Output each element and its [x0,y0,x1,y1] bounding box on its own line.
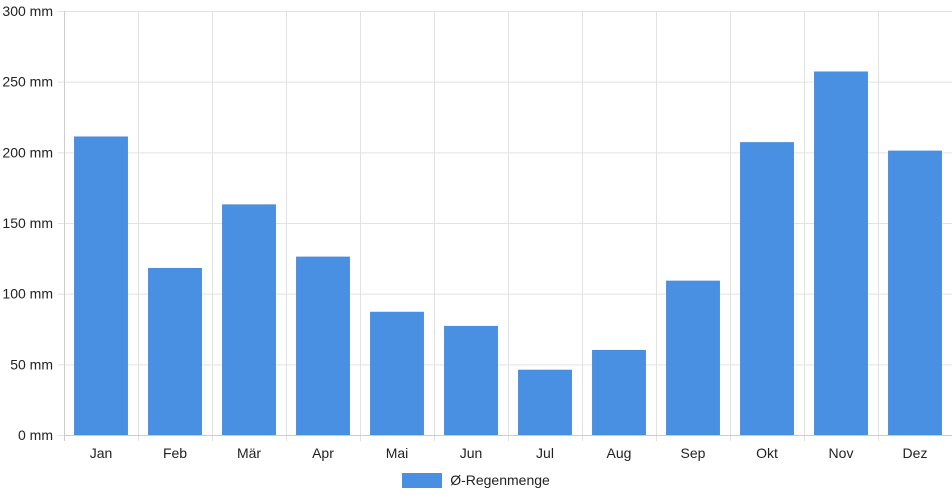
x-tick-label: Feb [163,445,187,461]
y-tick-label: 300 mm [2,3,53,19]
x-tick-label: Okt [756,445,778,461]
bar-Sep [666,280,720,436]
y-tick-label: 0 mm [18,427,53,443]
y-tick-label: 50 mm [10,356,53,372]
x-tick-label: Apr [312,445,334,461]
x-tick-label: Mai [386,445,409,461]
bar-Aug [592,349,646,436]
x-tick-label: Aug [607,445,632,461]
bar-Okt [740,142,794,436]
y-tick-label: 250 mm [2,74,53,90]
legend: Ø-Regenmenge [0,472,952,488]
y-tick-label: 100 mm [2,286,53,302]
bar-chart: 0 mm 50 mm 100 mm 150 mm 200 mm 250 mm 300 mm J… [2,3,952,461]
bar-Jun [444,325,498,436]
bar-Feb [148,267,202,436]
bar-Jul [518,369,572,436]
bar-Nov [814,71,868,436]
y-tick-label: 150 mm [2,215,53,231]
bar-Dez [888,150,942,436]
x-tick-label: Mär [237,445,261,461]
bar-Apr [296,256,350,436]
x-tick-label: Jan [90,445,113,461]
y-tick-label: 200 mm [2,144,53,160]
x-tick-label: Nov [829,445,854,461]
bar-Mai [370,311,424,436]
x-tick-label: Dez [903,445,928,461]
x-tick-label: Jun [460,445,483,461]
bar-Mär [222,204,276,436]
bar-Jan [74,136,128,436]
x-tick-label: Jul [536,445,554,461]
legend-label: Ø-Regenmenge [450,472,550,488]
x-tick-label: Sep [681,445,706,461]
legend-swatch [402,472,443,488]
